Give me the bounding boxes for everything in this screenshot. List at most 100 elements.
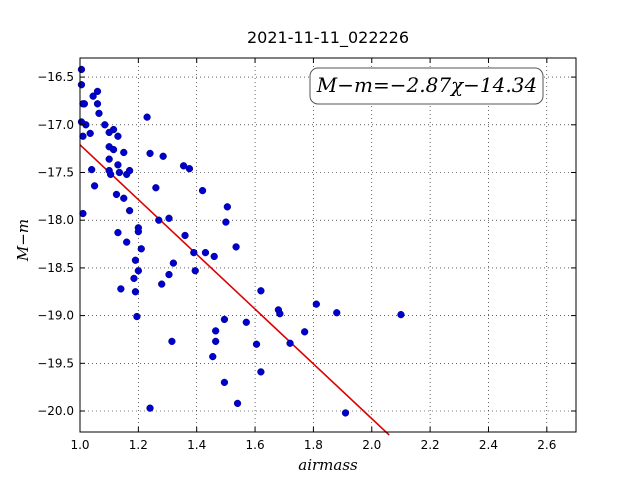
data-point (222, 218, 230, 226)
data-point (190, 248, 198, 257)
data-point (232, 243, 240, 251)
data-point (212, 337, 220, 346)
data-point (88, 165, 96, 174)
data-point (134, 227, 143, 236)
data-point (93, 100, 102, 108)
data-point (77, 81, 86, 89)
data-point (131, 256, 140, 264)
data-point (106, 170, 115, 179)
x-tick-label: 2.6 (537, 438, 556, 452)
axis-ticks (79, 58, 576, 432)
chart-title: 2021-11-11_022226 (247, 28, 409, 48)
data-point (120, 194, 128, 202)
data-point (201, 248, 210, 257)
data-point (301, 328, 309, 336)
data-point (341, 409, 350, 417)
y-tick-label: −17.0 (37, 118, 74, 132)
y-tick-labels: −16.5 −17.0 −17.5 −18.0 −18.5 −19.0 −19.5 −20.0 (37, 70, 74, 418)
x-tick-labels: 1.0 1.2 1.4 1.6 1.8 2.0 2.2 2.4 2.6 (70, 438, 556, 452)
data-point (114, 161, 122, 169)
data-point (168, 337, 176, 346)
data-point (242, 318, 250, 326)
data-point (276, 310, 284, 318)
data-point (210, 252, 218, 261)
fit-line (79, 144, 390, 436)
data-point (165, 270, 173, 279)
data-point (131, 288, 140, 296)
x-tick-label: 1.8 (304, 438, 323, 452)
data-point (152, 184, 160, 192)
y-tick-label: −16.5 (37, 70, 74, 84)
data-point (397, 310, 405, 319)
data-point (109, 125, 118, 134)
data-point (155, 216, 163, 224)
data-point (134, 267, 143, 275)
fit-line-group (79, 144, 390, 436)
y-tick-label: −17.5 (37, 165, 74, 179)
data-point (120, 148, 128, 157)
data-point (252, 340, 261, 348)
data-point (125, 166, 134, 175)
data-point (181, 231, 189, 240)
y-tick-label: −19.5 (37, 356, 74, 370)
data-point (125, 207, 134, 215)
data-point (93, 87, 102, 96)
data-point (179, 162, 188, 170)
data-point (165, 214, 173, 222)
data-point (146, 149, 154, 158)
data-point (220, 378, 229, 387)
data-point (130, 274, 138, 283)
data-point (185, 165, 194, 173)
data-point (95, 109, 103, 117)
y-tick-label: −19.0 (37, 309, 74, 323)
data-point (86, 129, 94, 138)
fit-equation-annotation: M−m=−2.87χ−14.34 (309, 67, 544, 105)
data-points (77, 65, 405, 417)
data-point (212, 327, 220, 335)
data-point (90, 182, 99, 190)
data-point (257, 368, 265, 376)
data-point (257, 287, 265, 295)
x-tick-label: 1.2 (129, 438, 148, 452)
data-point (333, 309, 341, 317)
data-point (77, 65, 86, 74)
x-tick-label: 2.2 (421, 438, 440, 452)
data-point (209, 352, 217, 361)
data-point (117, 285, 125, 293)
data-point (79, 132, 87, 140)
y-tick-label: −20.0 (37, 404, 74, 418)
data-point (146, 404, 154, 412)
x-tick-label: 1.0 (70, 438, 89, 452)
data-point (89, 92, 97, 100)
data-point (143, 113, 151, 121)
data-point (109, 145, 118, 154)
y-tick-label: −18.0 (37, 213, 74, 227)
data-point (105, 155, 113, 163)
data-point (159, 152, 167, 160)
x-axis-label: airmass (298, 456, 358, 474)
data-point (123, 238, 131, 246)
data-point (80, 100, 89, 108)
x-tick-label: 2.0 (362, 438, 381, 452)
y-tick-label: −18.5 (37, 261, 74, 275)
data-point (137, 245, 145, 253)
annotation-text: M−m=−2.87χ−14.34 (316, 73, 537, 97)
data-point (114, 132, 122, 140)
data-point (112, 190, 121, 199)
data-point (115, 168, 124, 177)
data-point (191, 267, 199, 275)
data-point (158, 280, 166, 288)
x-tick-label: 1.6 (246, 438, 265, 452)
data-point (169, 259, 178, 267)
data-point (312, 300, 320, 308)
data-point (114, 228, 122, 237)
data-point (223, 203, 231, 211)
y-axis-label: M−m (14, 219, 32, 262)
data-point (79, 209, 87, 218)
data-point (133, 312, 141, 321)
annotation-box (309, 67, 544, 105)
x-tick-label: 2.4 (479, 438, 498, 452)
data-point (101, 121, 109, 129)
data-point (198, 186, 207, 195)
